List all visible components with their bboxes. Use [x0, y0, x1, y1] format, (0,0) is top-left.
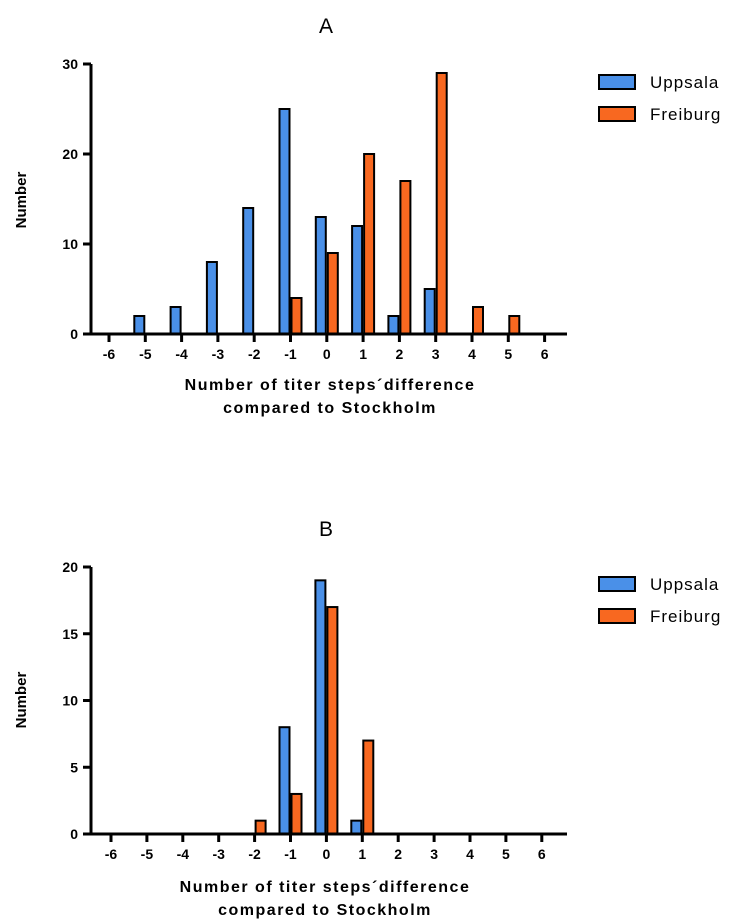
chart-b-bar-uppsala — [314, 579, 327, 835]
chart-b-ytick-label: 0 — [70, 826, 78, 842]
chart-b-ytick-label: 20 — [62, 559, 78, 575]
chart-a-legend-swatch-uppsala — [598, 74, 636, 90]
chart-a-xtick-label: 6 — [541, 346, 549, 362]
chart-b-xtick-label: 2 — [394, 846, 402, 862]
chart-a-xtick-label: -2 — [248, 346, 261, 362]
chart-a-xtick-label: 4 — [468, 346, 476, 362]
chart-a-ytick-label: 0 — [70, 326, 78, 342]
chart-b-bar-uppsala — [350, 819, 363, 836]
chart-a-bar-uppsala — [387, 315, 400, 335]
chart-b-bar-freiburg — [362, 739, 375, 835]
chart-b-xtick-label: -6 — [105, 846, 118, 862]
chart-b-xtick-label: 6 — [538, 846, 546, 862]
chart-b-bar-freiburg — [326, 606, 339, 835]
chart-a-bar-uppsala — [133, 315, 146, 335]
chart-a-xtick-label: 3 — [432, 346, 440, 362]
chart-a: A Number 0 10 20 30 -6 -5 -4 -3 -2 -1 0 1 2 3 4 5 6 Num… — [13, 15, 721, 417]
chart-a-bar-freiburg — [399, 180, 412, 335]
chart-b-xtick-label: -3 — [212, 846, 225, 862]
chart-b-legend-swatch-freiburg — [598, 608, 636, 624]
chart-a-bar-uppsala — [314, 216, 327, 335]
chart-a-bar-uppsala — [169, 306, 182, 335]
chart-a-bar-freiburg — [363, 153, 376, 335]
chart-b: B Number 0 5 10 15 20 -6 -5 -4 -3 -2 -1 0 1 2 3 4 5 6 Nu… — [13, 518, 721, 919]
chart-b-ytick-label: 10 — [62, 693, 78, 709]
chart-a-bar-freiburg — [290, 297, 303, 335]
chart-a-xtick-label: 1 — [359, 346, 367, 362]
chart-b-xtick-label: 1 — [358, 846, 366, 862]
chart-a-ytick-label: 10 — [62, 236, 78, 252]
chart-a-legend-swatch-freiburg — [598, 106, 636, 122]
chart-b-xtick-label: -4 — [177, 846, 190, 862]
chart-a-title: A — [319, 15, 333, 38]
chart-b-ytick-label: 15 — [62, 626, 78, 642]
chart-b-legend-label-freiburg: Freiburg — [650, 607, 721, 626]
chart-b-xtick-label: 5 — [502, 846, 510, 862]
chart-b-legend-swatch-uppsala — [598, 576, 636, 592]
chart-a-xtick-label: 2 — [396, 346, 404, 362]
chart-b-bar-uppsala — [278, 726, 291, 836]
chart-a-xlabel-line-2: compared to Stockholm — [223, 400, 437, 417]
chart-b-xtick-label: 4 — [466, 846, 474, 862]
chart-a-bar-uppsala — [351, 225, 364, 335]
chart-a-bar-freiburg — [435, 72, 448, 335]
chart-a-legend: Uppsala Freiburg — [598, 73, 721, 124]
chart-a-xlabel-line-1: Number of titer steps´difference — [185, 377, 476, 394]
chart-b-title: B — [319, 518, 333, 541]
chart-a-ytick-label: 20 — [62, 146, 78, 162]
chart-a-xtick-label: -4 — [175, 346, 188, 362]
chart-a-xtick-label: -3 — [212, 346, 225, 362]
chart-a-bar-uppsala — [205, 261, 218, 335]
chart-a-bar-uppsala — [278, 108, 291, 335]
chart-b-bar-freiburg — [254, 819, 267, 836]
chart-b-xtick-label: -2 — [248, 846, 261, 862]
chart-b-legend: Uppsala Freiburg — [598, 575, 721, 626]
chart-b-xlabel-line-1: Number of titer steps´difference — [180, 879, 471, 896]
chart-b-ytick-label: 5 — [70, 759, 78, 775]
chart-a-xtick-label: -5 — [139, 346, 152, 362]
chart-a-legend-label-freiburg: Freiburg — [650, 105, 721, 124]
chart-b-xtick-label: 0 — [323, 846, 331, 862]
chart-a-xtick-label: -1 — [284, 346, 297, 362]
chart-a-ylabel: Number — [13, 172, 30, 229]
chart-b-ylabel: Number — [13, 672, 30, 729]
chart-b-xlabel-line-2: compared to Stockholm — [218, 902, 432, 919]
chart-a-legend-label-uppsala: Uppsala — [650, 73, 719, 92]
chart-a-ytick-label: 30 — [62, 56, 78, 72]
chart-a-xtick-label: 5 — [504, 346, 512, 362]
chart-b-bar-freiburg — [290, 792, 303, 836]
chart-a-bar-uppsala — [242, 207, 255, 335]
chart-b-legend-label-uppsala: Uppsala — [650, 575, 719, 594]
chart-b-xtick-label: 3 — [430, 846, 438, 862]
chart-a-xtick-label: 0 — [323, 346, 331, 362]
chart-a-bar-freiburg — [326, 252, 339, 335]
chart-b-xtick-label: -5 — [141, 846, 154, 862]
chart-a-bar-freiburg — [508, 315, 521, 335]
chart-b-xtick-label: -1 — [284, 846, 297, 862]
chart-a-bar-uppsala — [423, 288, 436, 335]
chart-a-xtick-label: -6 — [103, 346, 116, 362]
chart-a-bar-freiburg — [472, 306, 484, 335]
